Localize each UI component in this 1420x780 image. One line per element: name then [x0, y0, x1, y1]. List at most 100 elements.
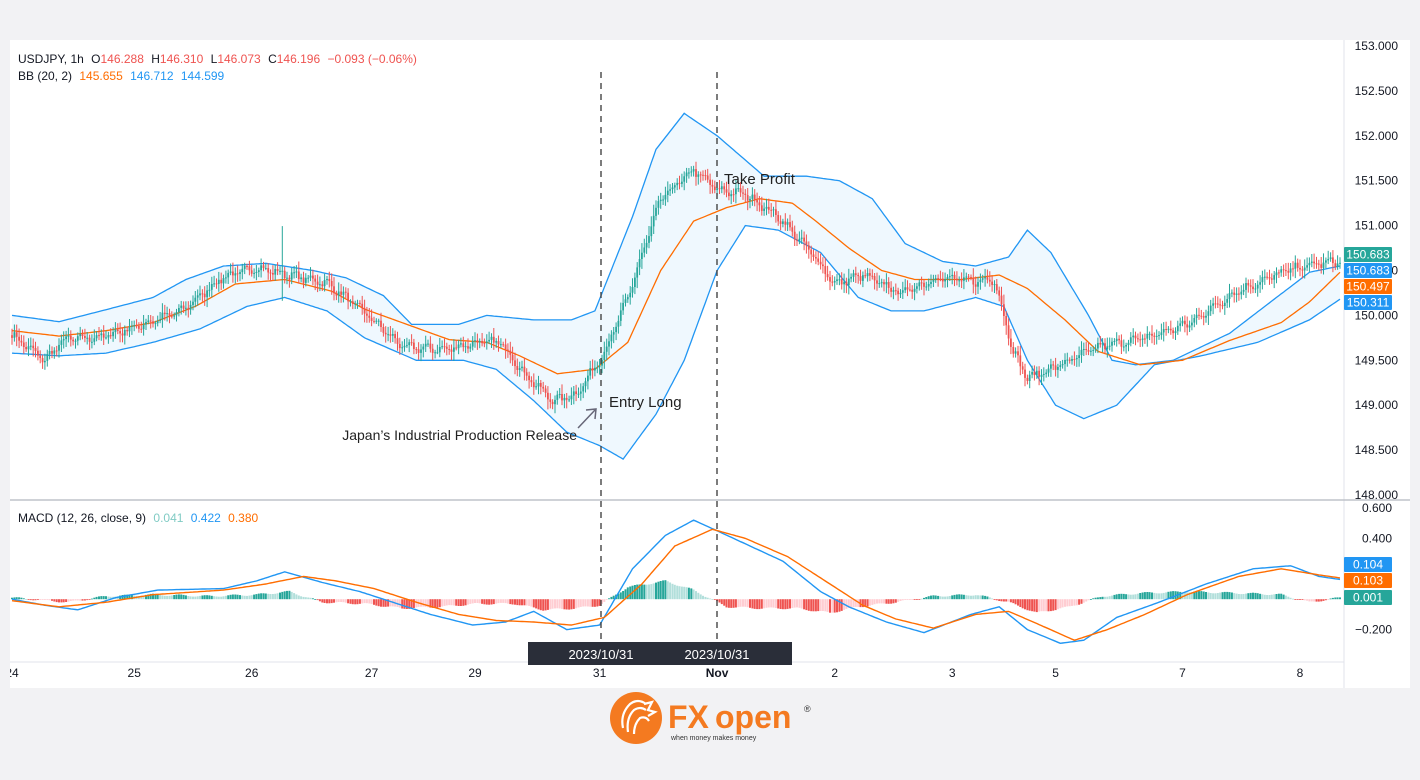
- macd-hist-bar: [382, 599, 385, 607]
- candle-body: [1280, 269, 1283, 273]
- macd-hist-bar: [163, 595, 166, 600]
- candle-body: [410, 342, 413, 344]
- macd-hist-bar: [662, 580, 665, 600]
- candle-body: [1155, 335, 1158, 337]
- candle-body: [782, 221, 784, 224]
- candle-body: [417, 349, 420, 353]
- macd-hist-bar: [438, 599, 441, 608]
- macd-hist-bar: [692, 589, 695, 600]
- macd-hist-bar: [774, 599, 777, 608]
- macd-hist-bar: [847, 599, 850, 608]
- candle-body: [1191, 322, 1193, 326]
- candle-body: [739, 188, 742, 193]
- candle-body: [704, 175, 707, 177]
- candle-body: [1064, 360, 1066, 365]
- candle-body: [789, 222, 791, 228]
- candle-body: [626, 297, 629, 300]
- macd-hist-bar: [1254, 592, 1257, 600]
- macd-hist-bar: [1035, 599, 1038, 613]
- candle-body: [398, 344, 401, 349]
- macd-hist-bar: [492, 599, 495, 605]
- macd-hist-bar: [901, 599, 904, 601]
- macd-hist-bar: [798, 599, 801, 608]
- candle-body: [831, 281, 834, 283]
- macd-hist-bar: [758, 599, 761, 610]
- candle-body: [236, 273, 239, 275]
- candle-body: [673, 185, 676, 188]
- candle-body: [123, 330, 126, 336]
- macd-hist-bar: [1207, 592, 1210, 600]
- candle-body: [1238, 293, 1240, 295]
- macd-hist-bar: [11, 597, 13, 600]
- macd-hist-bar: [321, 599, 324, 603]
- candle-body: [1115, 338, 1118, 341]
- candle-body: [175, 312, 178, 316]
- tag-macd: 0.104: [1344, 557, 1392, 572]
- chart-frame: 153.000152.500152.000151.500151.000150.5…: [10, 40, 1410, 688]
- macd-hist-bar: [1115, 594, 1118, 600]
- candle-body: [1132, 335, 1135, 338]
- macd-hist-bar: [147, 594, 150, 600]
- macd-hist-bar: [316, 599, 319, 601]
- lion-emblem-icon: [610, 692, 662, 744]
- macd-hist-bar: [1080, 599, 1083, 604]
- macd-lines-layer: [11, 519, 1341, 645]
- macd-hist-bar: [617, 593, 620, 600]
- macd-hist-bar: [610, 596, 613, 600]
- candle-body: [422, 346, 425, 350]
- macd-hist-bar: [570, 599, 573, 610]
- macd-hist-bar: [483, 599, 486, 605]
- candle-body: [441, 346, 443, 348]
- candle-body: [770, 209, 773, 211]
- legend-macd: MACD (12, 26, close, 9) 0.041 0.422 0.38…: [18, 511, 262, 525]
- macd-hist-bar: [215, 596, 218, 600]
- macd-hist-bar: [655, 582, 657, 600]
- candle-body: [767, 206, 770, 210]
- candle-body: [803, 237, 805, 242]
- candle-body: [415, 349, 418, 351]
- price-chart[interactable]: 153.000152.500152.000151.500151.000150.5…: [10, 40, 1410, 688]
- candle-body: [1108, 345, 1111, 347]
- candle-body: [1261, 277, 1264, 283]
- candle-body: [1099, 342, 1102, 345]
- legend-close: 146.196: [276, 52, 321, 66]
- macd-hist-bar: [1014, 599, 1017, 605]
- candle-body: [424, 343, 427, 347]
- macd-hist-bar: [189, 596, 192, 600]
- macd-hist-bar: [1096, 597, 1099, 600]
- candle-body: [941, 278, 944, 282]
- candle-body: [645, 242, 648, 248]
- bb-label: BB (20, 2): [18, 69, 73, 83]
- candle-body: [121, 333, 124, 336]
- candle-body: [864, 275, 867, 277]
- candle-body: [1207, 311, 1210, 316]
- macd-hist-bar: [579, 599, 582, 607]
- candle-body: [805, 241, 808, 246]
- candle-body: [791, 227, 794, 232]
- macd-hist-bar: [894, 599, 897, 603]
- candle-body: [1176, 325, 1179, 332]
- candle-body: [824, 266, 827, 275]
- candle-body: [253, 272, 255, 274]
- macd-hist-bar: [314, 599, 317, 600]
- candle-body: [76, 336, 79, 341]
- candle-body: [760, 205, 763, 211]
- candle-body: [196, 295, 199, 298]
- macd-hist-bar: [805, 599, 808, 611]
- macd-label: MACD (12, 26, close, 9): [18, 511, 147, 525]
- candle-body: [272, 273, 274, 275]
- macd-hist-bar: [638, 584, 641, 600]
- macd-hist-bar: [793, 599, 796, 608]
- candle-body: [746, 195, 749, 201]
- macd-hist-bar: [236, 594, 239, 600]
- macd-hist-bar: [845, 599, 848, 609]
- candle-body: [918, 282, 921, 287]
- take-profit-label: Take Profit: [724, 171, 796, 188]
- candle-body: [492, 336, 495, 343]
- price-tick-label: 149.500: [1355, 353, 1399, 367]
- macd-hist-bar: [253, 594, 256, 600]
- macd-hist-bar: [32, 599, 35, 601]
- candle-body: [1174, 331, 1177, 334]
- candle-body: [751, 194, 754, 199]
- macd-hist-bar: [523, 599, 526, 606]
